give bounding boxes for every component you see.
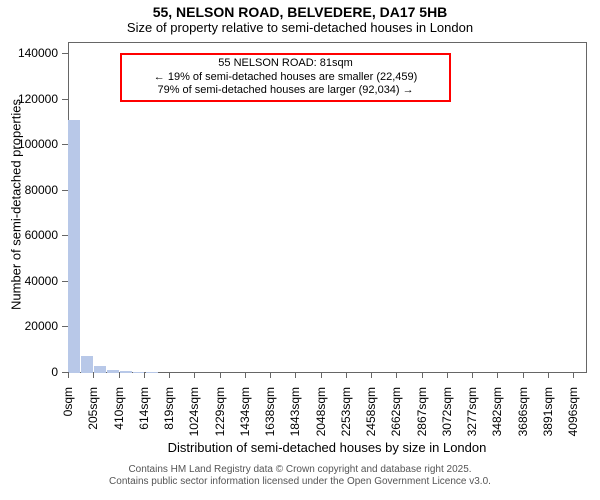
x-tick-label: 0sqm: [61, 387, 75, 447]
x-tick-label: 1024sqm: [187, 387, 201, 447]
x-tick-label: 1434sqm: [238, 387, 252, 447]
x-tick-label: 2253sqm: [339, 387, 353, 447]
x-tick-label: 1638sqm: [263, 387, 277, 447]
annotation-line-1: 55 NELSON ROAD: 81sqm: [128, 57, 444, 71]
x-tick-label: 1843sqm: [288, 387, 302, 447]
bar: [68, 120, 80, 373]
x-tick-label: 2867sqm: [415, 387, 429, 447]
x-tick-mark: [422, 372, 423, 378]
bar: [107, 370, 119, 373]
footer-line-2: Contains public sector information licen…: [0, 476, 600, 488]
x-tick-mark: [396, 372, 397, 378]
annotation-line-2: ← 19% of semi-detached houses are smalle…: [128, 71, 444, 85]
x-tick-mark: [169, 372, 170, 378]
x-tick-mark: [447, 372, 448, 378]
chart-container: 55, NELSON ROAD, BELVEDERE, DA17 5HB Siz…: [0, 0, 600, 500]
x-tick-mark: [523, 372, 524, 378]
x-tick-mark: [194, 372, 195, 378]
y-tick-mark: [62, 53, 68, 54]
x-tick-label: 410sqm: [112, 387, 126, 447]
x-tick-mark: [472, 372, 473, 378]
x-tick-label: 3277sqm: [465, 387, 479, 447]
annotation-box: 55 NELSON ROAD: 81sqm ← 19% of semi-deta…: [120, 53, 452, 102]
x-tick-mark: [68, 372, 69, 378]
x-tick-mark: [93, 372, 94, 378]
x-tick-mark: [119, 372, 120, 378]
plot-area: 55 NELSON ROAD: 81sqm ← 19% of semi-deta…: [68, 42, 587, 373]
x-tick-label: 4096sqm: [566, 387, 580, 447]
x-tick-label: 3482sqm: [490, 387, 504, 447]
y-tick-mark: [62, 144, 68, 145]
x-tick-mark: [144, 372, 145, 378]
x-tick-mark: [321, 372, 322, 378]
x-tick-label: 819sqm: [162, 387, 176, 447]
y-tick-mark: [62, 281, 68, 282]
x-tick-mark: [245, 372, 246, 378]
x-tick-label: 2458sqm: [364, 387, 378, 447]
bar: [146, 372, 158, 373]
x-tick-mark: [573, 372, 574, 378]
x-tick-mark: [497, 372, 498, 378]
x-tick-mark: [270, 372, 271, 378]
x-tick-mark: [371, 372, 372, 378]
chart-title: 55, NELSON ROAD, BELVEDERE, DA17 5HB: [0, 0, 600, 20]
x-tick-label: 2662sqm: [389, 387, 403, 447]
y-tick-mark: [62, 326, 68, 327]
x-tick-mark: [548, 372, 549, 378]
bar: [120, 371, 132, 373]
x-tick-label: 2048sqm: [314, 387, 328, 447]
x-tick-mark: [220, 372, 221, 378]
x-tick-label: 614sqm: [137, 387, 151, 447]
x-tick-label: 205sqm: [86, 387, 100, 447]
bar: [94, 366, 106, 374]
x-tick-label: 1229sqm: [213, 387, 227, 447]
chart-subtitle: Size of property relative to semi-detach…: [0, 20, 600, 35]
annotation-line-3: 79% of semi-detached houses are larger (…: [128, 84, 444, 98]
footer: Contains HM Land Registry data © Crown c…: [0, 464, 600, 488]
x-tick-label: 3072sqm: [440, 387, 454, 447]
x-axis-label: Distribution of semi-detached houses by …: [68, 440, 586, 455]
x-tick-mark: [295, 372, 296, 378]
y-tick-mark: [62, 190, 68, 191]
y-tick-mark: [62, 235, 68, 236]
x-tick-label: 3686sqm: [516, 387, 530, 447]
x-tick-mark: [346, 372, 347, 378]
bar: [81, 356, 93, 373]
footer-line-1: Contains HM Land Registry data © Crown c…: [0, 464, 600, 476]
y-tick-mark: [62, 99, 68, 100]
x-tick-label: 3891sqm: [541, 387, 555, 447]
y-axis-label: Number of semi-detached properties: [9, 40, 24, 370]
